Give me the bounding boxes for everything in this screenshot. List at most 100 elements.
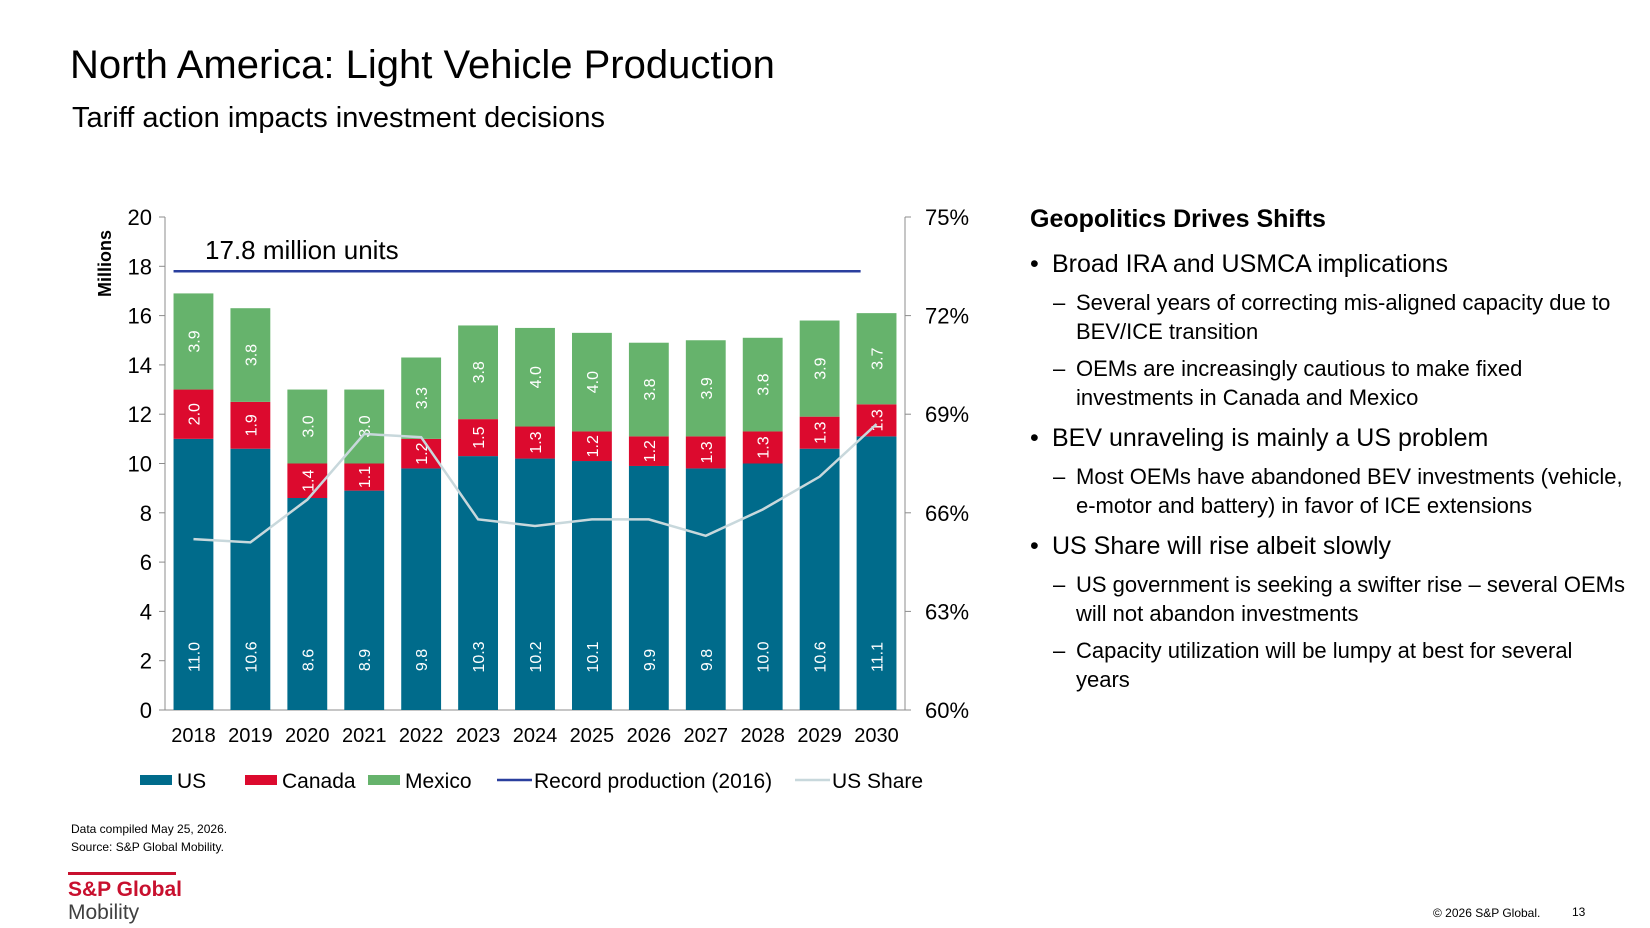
bar-data-label: 3.3 [414, 387, 431, 409]
x-tick-label: 2027 [684, 725, 729, 747]
sub-bullet-item: Most OEMs have abandoned BEV investments… [1028, 462, 1628, 520]
bar-us [856, 436, 897, 710]
bar-data-label: 3.0 [357, 415, 374, 437]
bar-data-label: 4.0 [528, 366, 545, 388]
bar-us [685, 468, 726, 710]
legend-swatch [245, 775, 277, 785]
bar-data-label: 3.7 [870, 348, 887, 370]
bar-mexico [230, 308, 271, 402]
bullet-list: Broad IRA and USMCA implications Several… [1028, 248, 1628, 694]
bar-mexico [515, 327, 555, 427]
production-chart: 0 2 4 6 8 10 12 14 16 18 20 60% 63% 66% 69% 72% 75% 2018 2… [95, 205, 969, 793]
y-tick-label: 2 [140, 649, 152, 674]
bar-mexico [458, 325, 498, 420]
legend-swatch [368, 775, 400, 785]
legend-label: Mexico [405, 770, 472, 793]
bar-mexico [856, 313, 897, 405]
bar-data-label: 1.4 [300, 470, 317, 492]
sub-bullet-item: Several years of correcting mis-aligned … [1028, 288, 1628, 346]
bar-data-label: 8.6 [300, 649, 317, 671]
bar-canada [685, 436, 726, 469]
bar-data-label: 1.1 [357, 466, 374, 488]
x-tick-label: 2023 [456, 725, 501, 747]
bar-us [742, 463, 783, 710]
x-tick-label: 2030 [854, 725, 899, 747]
record-production-label: 17.8 million units [205, 235, 399, 265]
bar-data-label: 10.1 [585, 641, 602, 672]
panel-heading: Geopolitics Drives Shifts [1030, 205, 1326, 233]
bar-canada [173, 389, 214, 439]
bar-us [515, 458, 555, 710]
bar-us [628, 465, 669, 710]
bullet-item: Broad IRA and USMCA implications [1028, 248, 1628, 280]
y-tick-label: 16 [128, 304, 152, 329]
legend-label: Canada [282, 770, 356, 793]
y2-tick-label: 69% [925, 402, 969, 427]
y2-tick-label: 63% [925, 599, 969, 624]
bar-data-label: 11.1 [870, 642, 887, 672]
bar-data-label: 3.8 [471, 361, 488, 383]
bar-mexico [742, 337, 783, 432]
x-tick-label: 2018 [171, 725, 216, 747]
bar-canada [856, 404, 897, 437]
sp-global-mobility-logo: S&P Global Mobility [68, 872, 182, 925]
logo-top-text: S&P Global [68, 878, 182, 901]
bar-data-label: 1.3 [528, 431, 545, 453]
bar-mexico [685, 340, 726, 437]
y2-tick-label: 66% [925, 501, 969, 526]
sub-bullet-item: US government is seeking a swifter rise … [1028, 570, 1628, 628]
page-title: North America: Light Vehicle Production [70, 43, 775, 87]
bar-data-label: 1.2 [585, 435, 602, 457]
bar-canada [515, 426, 555, 459]
y-tick-label: 14 [128, 353, 152, 378]
y-tick-label: 8 [140, 501, 152, 526]
page-number: 13 [1572, 905, 1586, 919]
bar-mexico [173, 293, 214, 390]
y-tick-label: 20 [128, 205, 152, 230]
bar-canada [458, 419, 498, 457]
bar-canada [401, 438, 442, 469]
y-tick-label: 18 [128, 254, 152, 279]
bar-mexico [799, 320, 840, 417]
copyright: © 2026 S&P Global. [1433, 906, 1541, 920]
y-tick-label: 4 [140, 599, 152, 624]
bar-mexico [344, 389, 385, 464]
y-tick-label: 0 [140, 698, 152, 723]
bar-data-label: 3.9 [813, 357, 830, 379]
bar-data-label: 3.0 [300, 415, 317, 437]
x-tick-label: 2020 [285, 725, 330, 747]
x-tick-label: 2025 [570, 725, 615, 747]
bar-mexico [628, 342, 669, 437]
bar-data-label: 3.8 [642, 378, 659, 400]
bar-us [230, 448, 271, 710]
bar-canada [230, 401, 271, 449]
sub-bullet-item: Capacity utilization will be lumpy at be… [1028, 636, 1628, 694]
page-subtitle: Tariff action impacts investment decisio… [72, 102, 605, 134]
bar-data-label: 10.2 [528, 641, 545, 672]
bar-us [799, 448, 840, 710]
bar-mexico [572, 332, 612, 432]
bar-mexico [287, 389, 328, 464]
bar-us [401, 468, 442, 710]
x-tick-label: 2028 [740, 725, 785, 747]
bar-data-label: 10.3 [471, 641, 488, 672]
bar-data-label: 1.2 [414, 442, 431, 464]
us-share-line [193, 423, 878, 544]
bar-canada [799, 416, 840, 449]
sub-bullet-item: OEMs are increasingly cautious to make f… [1028, 354, 1628, 412]
bar-canada [344, 463, 385, 491]
bar-data-label: 10.6 [813, 641, 830, 672]
y-tick-label: 10 [128, 452, 152, 477]
bar-canada [742, 431, 783, 464]
x-tick-label: 2021 [342, 725, 387, 747]
bar-data-label: 1.3 [699, 441, 716, 463]
bar-data-label: 9.9 [642, 649, 659, 671]
bar-data-label: 8.9 [357, 649, 374, 671]
bar-data-label: 9.8 [699, 649, 716, 671]
bar-mexico [401, 357, 442, 439]
y-tick-label: 12 [128, 402, 152, 427]
bar-data-label: 3.9 [186, 330, 203, 352]
x-tick-label: 2024 [513, 725, 558, 747]
bar-data-label: 3.9 [699, 377, 716, 399]
bar-data-label: 1.5 [471, 426, 488, 448]
